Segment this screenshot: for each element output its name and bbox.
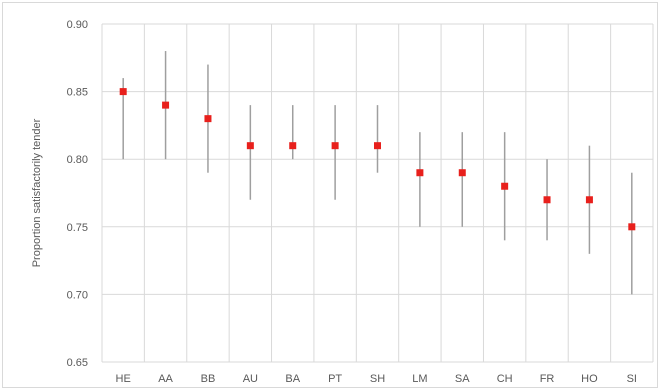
y-axis-ticks: 0.65 0.70 0.75 0.80 0.85 0.90: [67, 19, 88, 369]
error-bars: [122, 51, 633, 295]
y-tick-label: 0.80: [67, 154, 88, 166]
x-tick-label: AA: [158, 373, 173, 385]
y-tick-label: 0.65: [67, 357, 88, 369]
x-tick-label: BB: [201, 373, 216, 385]
data-point: [585, 196, 593, 204]
x-axis-ticks: HE AA BB AU BA PT SH LM SA CH FR HO SI: [116, 373, 637, 385]
data-point: [628, 223, 636, 231]
grid-layer: [101, 23, 654, 363]
x-tick-label: LM: [412, 373, 427, 385]
data-point: [374, 142, 381, 150]
x-tick-label: HE: [116, 373, 131, 385]
data-point: [204, 115, 212, 123]
x-tick-label: FR: [540, 373, 555, 385]
x-tick-label: AU: [243, 373, 258, 385]
data-point: [119, 88, 127, 96]
data-point: [162, 101, 170, 109]
y-tick-label: 0.90: [67, 19, 88, 31]
x-tick-label: SA: [455, 373, 470, 385]
y-tick-label: 0.75: [67, 222, 88, 234]
y-tick-label: 0.85: [67, 87, 88, 99]
x-tick-label: CH: [497, 373, 513, 385]
x-tick-label: SH: [370, 373, 385, 385]
data-point: [289, 142, 297, 150]
x-tick-label: HO: [581, 373, 598, 385]
x-tick-label: PT: [328, 373, 342, 385]
chart-frame: [2, 2, 658, 388]
y-axis-title: Proportion satisfactorily tender: [31, 118, 43, 267]
data-point: [543, 196, 551, 204]
data-point: [246, 142, 254, 150]
y-tick-label: 0.70: [67, 289, 88, 301]
data-point: [416, 169, 424, 177]
data-point: [458, 169, 466, 177]
x-tick-label: BA: [285, 373, 300, 385]
data-point: [331, 142, 339, 150]
data-point: [501, 182, 509, 190]
data-points: [119, 88, 636, 231]
x-tick-label: SI: [627, 373, 637, 385]
